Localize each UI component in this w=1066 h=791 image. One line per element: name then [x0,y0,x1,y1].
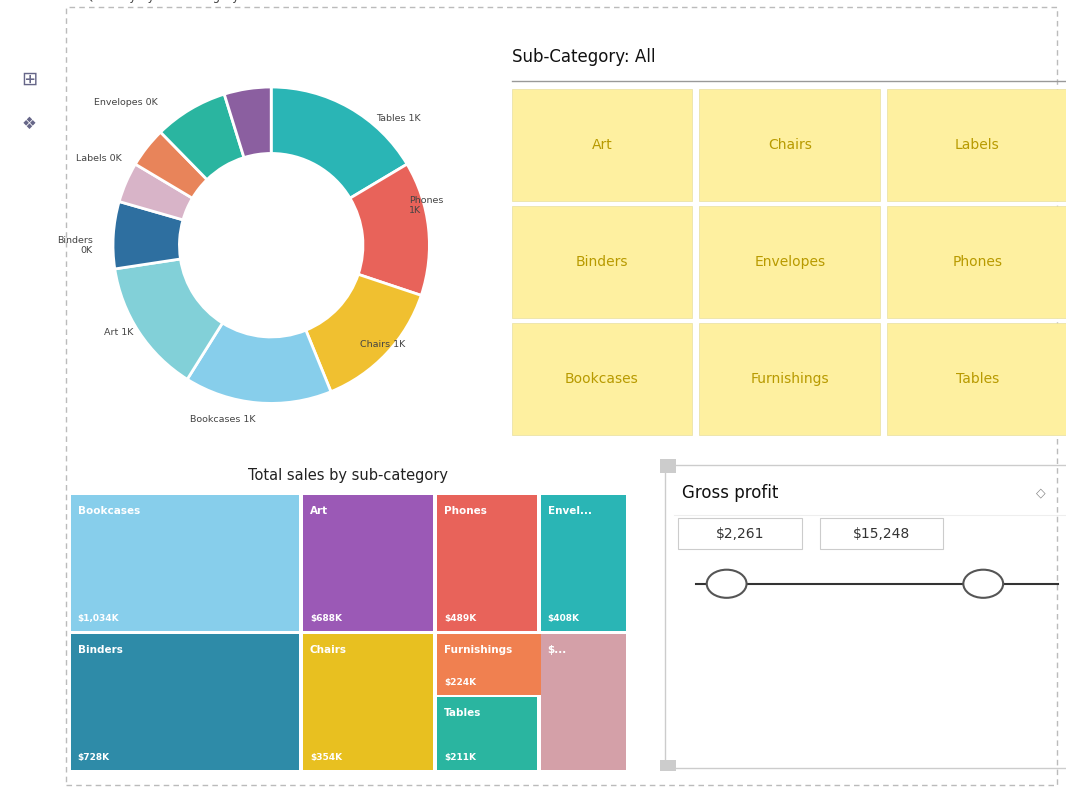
Text: ◇: ◇ [1036,486,1046,500]
Text: Tables 1K: Tables 1K [376,114,421,123]
Text: Binders: Binders [78,645,123,655]
Text: Art: Art [592,138,612,152]
Wedge shape [113,202,183,269]
Text: $354K: $354K [310,753,342,762]
Bar [653,760,676,776]
Text: $489K: $489K [445,614,477,623]
Circle shape [707,570,746,598]
Bar [820,518,943,550]
Text: Phones: Phones [952,255,1002,269]
Text: Furnishings: Furnishings [445,645,513,655]
Wedge shape [119,165,192,220]
Text: Furnishings: Furnishings [750,372,829,386]
Wedge shape [161,94,244,180]
Text: Total sales by sub-category: Total sales by sub-category [248,468,449,483]
Text: ⊞: ⊞ [21,70,37,89]
Wedge shape [188,323,330,403]
Text: Labels: Labels [955,138,1000,152]
Bar [678,518,802,550]
Text: Phones
1K: Phones 1K [409,196,443,215]
Bar [887,323,1066,435]
Wedge shape [224,87,271,157]
Text: $...: $... [548,645,567,655]
Text: $728K: $728K [78,753,110,762]
Bar [699,206,881,318]
Bar [71,634,298,770]
Text: $2,261: $2,261 [715,527,764,541]
Text: Sub-Category: All: Sub-Category: All [512,48,656,66]
Text: Envelopes 0K: Envelopes 0K [94,98,158,108]
Text: $688K: $688K [310,614,342,623]
Bar [887,206,1066,318]
Bar [512,323,692,435]
Text: 📊: 📊 [23,25,34,43]
Text: ❖: ❖ [21,115,36,133]
Circle shape [964,570,1003,598]
Text: Bookcases: Bookcases [565,372,639,386]
Text: Labels 0K: Labels 0K [76,153,122,163]
Text: Tables: Tables [445,709,482,718]
Text: Chairs: Chairs [310,645,346,655]
Bar [887,89,1066,201]
Bar [437,494,536,631]
Text: Chairs: Chairs [768,138,811,152]
Text: Quantity by Sub-Category: Quantity by Sub-Category [85,0,240,2]
Bar [653,457,676,473]
Text: Gross profit: Gross profit [682,484,779,502]
Wedge shape [271,87,407,199]
Bar [699,323,881,435]
Bar [303,634,433,770]
Text: Art 1K: Art 1K [104,327,133,337]
Text: Bookcases: Bookcases [78,505,140,516]
Text: Bookcases 1K: Bookcases 1K [190,414,256,424]
Bar [512,89,692,201]
Text: Binders
0K: Binders 0K [58,236,93,255]
Text: Phones: Phones [445,505,487,516]
Wedge shape [306,274,421,392]
Text: Chairs 1K: Chairs 1K [360,339,405,349]
Wedge shape [135,132,207,199]
Bar [542,634,626,770]
Text: Binders: Binders [576,255,628,269]
Bar [699,89,881,201]
Text: $408K: $408K [548,614,580,623]
Text: Envelopes: Envelopes [754,255,825,269]
Bar [542,494,626,631]
Wedge shape [350,165,430,295]
Bar [437,634,567,695]
Bar [303,494,433,631]
Text: $224K: $224K [445,678,477,687]
Text: $15,248: $15,248 [853,527,910,541]
Text: Envel...: Envel... [548,505,592,516]
Wedge shape [115,259,223,380]
Bar [512,206,692,318]
Text: $211K: $211K [445,753,477,762]
Text: $1,034K: $1,034K [78,614,119,623]
Text: Art: Art [310,505,328,516]
Bar [437,698,536,770]
Text: Tables: Tables [956,372,999,386]
Bar [71,494,298,631]
